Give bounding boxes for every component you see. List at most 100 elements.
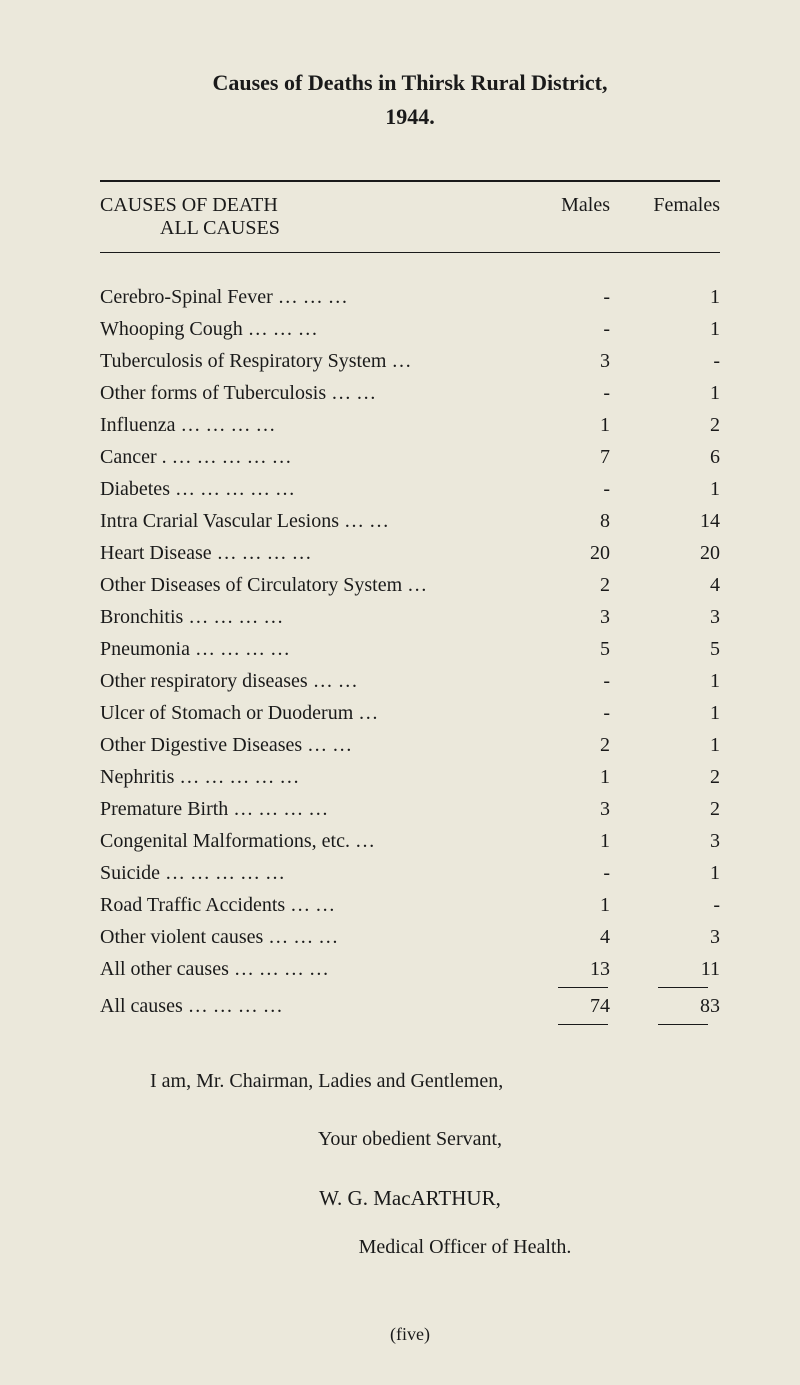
males-value: - <box>520 699 610 728</box>
females-value: 1 <box>610 667 720 696</box>
cause-name: Other violent causes … … … <box>100 923 520 952</box>
females-value: 4 <box>610 571 720 600</box>
males-value: 4 <box>520 923 610 952</box>
females-value: 2 <box>610 795 720 824</box>
cause-name: Bronchitis … … … … <box>100 603 520 632</box>
females-value: 5 <box>610 635 720 664</box>
cause-name: Heart Disease … … … … <box>100 539 520 568</box>
cause-name: Ulcer of Stomach or Duoderum … <box>100 699 520 728</box>
females-value: 1 <box>610 859 720 888</box>
header-females: Females <box>610 194 720 240</box>
table-row: Cerebro-Spinal Fever … … …-1 <box>100 283 720 312</box>
document-page: Causes of Deaths in Thirsk Rural Distric… <box>0 0 800 1385</box>
closing-line: I am, Mr. Chairman, Ladies and Gentlemen… <box>150 1070 720 1093</box>
header-causes-col: CAUSES OF DEATH ALL CAUSES <box>100 194 520 240</box>
total-label: All causes … … … … <box>100 992 520 1021</box>
document-title: Causes of Deaths in Thirsk Rural Distric… <box>100 70 720 96</box>
females-value: - <box>610 347 720 376</box>
cause-name: Pneumonia … … … … <box>100 635 520 664</box>
table-row: Other Diseases of Circulatory System …24 <box>100 571 720 600</box>
males-value: 1 <box>520 827 610 856</box>
females-value: 3 <box>610 603 720 632</box>
males-value: - <box>520 475 610 504</box>
table-row: Ulcer of Stomach or Duoderum …-1 <box>100 699 720 728</box>
author-name: W. G. MacARTHUR, <box>100 1186 720 1211</box>
females-value: - <box>610 891 720 920</box>
page-number: (five) <box>100 1324 720 1345</box>
total-row: All causes … … … … 74 83 <box>100 992 720 1021</box>
header-all-causes: ALL CAUSES <box>100 217 520 240</box>
males-value: 3 <box>520 347 610 376</box>
cause-name: Other forms of Tuberculosis … … <box>100 379 520 408</box>
males-value: 3 <box>520 795 610 824</box>
cause-name: Suicide … … … … … <box>100 859 520 888</box>
males-value: 5 <box>520 635 610 664</box>
cause-name: Other Diseases of Circulatory System … <box>100 571 520 600</box>
header-causes: CAUSES OF DEATH <box>100 194 520 217</box>
females-value: 3 <box>610 923 720 952</box>
table-row: Bronchitis … … … …33 <box>100 603 720 632</box>
table-row: Other respiratory diseases … …-1 <box>100 667 720 696</box>
table-row: Congenital Malformations, etc. …13 <box>100 827 720 856</box>
males-value: 13 <box>520 955 610 984</box>
males-value: 2 <box>520 571 610 600</box>
header-males: Males <box>520 194 610 240</box>
females-value: 1 <box>610 475 720 504</box>
males-value: - <box>520 667 610 696</box>
cause-name: Diabetes … … … … … <box>100 475 520 504</box>
total-rule-bottom <box>100 1024 720 1025</box>
table-row: Road Traffic Accidents … …1- <box>100 891 720 920</box>
females-value: 2 <box>610 411 720 440</box>
total-males: 74 <box>520 992 610 1021</box>
cause-name: All other causes … … … … <box>100 955 520 984</box>
table-row: Premature Birth … … … …32 <box>100 795 720 824</box>
females-value: 1 <box>610 699 720 728</box>
cause-name: Premature Birth … … … … <box>100 795 520 824</box>
total-females: 83 <box>610 992 720 1021</box>
males-value: 20 <box>520 539 610 568</box>
females-value: 1 <box>610 731 720 760</box>
table-row: Whooping Cough … … …-1 <box>100 315 720 344</box>
table-row: Nephritis … … … … …12 <box>100 763 720 792</box>
table-row: Diabetes … … … … …-1 <box>100 475 720 504</box>
males-value: - <box>520 859 610 888</box>
cause-name: Intra Crarial Vascular Lesions … … <box>100 507 520 536</box>
table-row: Cancer . … … … … …76 <box>100 443 720 472</box>
servant-line: Your obedient Servant, <box>100 1128 720 1151</box>
cause-name: Other Digestive Diseases … … <box>100 731 520 760</box>
females-value: 1 <box>610 315 720 344</box>
females-value: 20 <box>610 539 720 568</box>
males-value: 7 <box>520 443 610 472</box>
table-row: Influenza … … … …12 <box>100 411 720 440</box>
cause-name: Tuberculosis of Respiratory System … <box>100 347 520 376</box>
cause-name: Road Traffic Accidents … … <box>100 891 520 920</box>
table-row: Heart Disease … … … …2020 <box>100 539 720 568</box>
total-rule-top <box>100 987 720 988</box>
table-body: Cerebro-Spinal Fever … … …-1Whooping Cou… <box>100 283 720 984</box>
males-value: - <box>520 283 610 312</box>
females-value: 3 <box>610 827 720 856</box>
cause-name: Cancer . … … … … … <box>100 443 520 472</box>
author-role: Medical Officer of Health. <box>100 1236 720 1259</box>
table-row: Other forms of Tuberculosis … …-1 <box>100 379 720 408</box>
cause-name: Congenital Malformations, etc. … <box>100 827 520 856</box>
males-value: 1 <box>520 891 610 920</box>
males-value: 3 <box>520 603 610 632</box>
cause-name: Whooping Cough … … … <box>100 315 520 344</box>
table-header: CAUSES OF DEATH ALL CAUSES Males Females <box>100 180 720 253</box>
cause-name: Cerebro-Spinal Fever … … … <box>100 283 520 312</box>
females-value: 1 <box>610 379 720 408</box>
cause-name: Other respiratory diseases … … <box>100 667 520 696</box>
males-value: 1 <box>520 411 610 440</box>
females-value: 14 <box>610 507 720 536</box>
table-row: All other causes … … … …1311 <box>100 955 720 984</box>
males-value: - <box>520 315 610 344</box>
males-value: - <box>520 379 610 408</box>
table-row: Other Digestive Diseases … …21 <box>100 731 720 760</box>
cause-name: Influenza … … … … <box>100 411 520 440</box>
table-row: Intra Crarial Vascular Lesions … …814 <box>100 507 720 536</box>
females-value: 11 <box>610 955 720 984</box>
table-row: Tuberculosis of Respiratory System …3- <box>100 347 720 376</box>
table-row: Suicide … … … … …-1 <box>100 859 720 888</box>
females-value: 6 <box>610 443 720 472</box>
